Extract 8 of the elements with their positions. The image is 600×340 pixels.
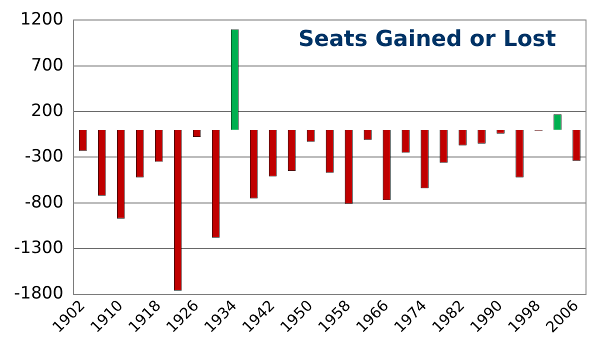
y-tick-label: -1300 bbox=[14, 238, 64, 258]
y-tick-label: 1200 bbox=[20, 10, 64, 30]
y-tick-label: -300 bbox=[24, 146, 64, 167]
y-tick-label: 200 bbox=[30, 100, 64, 121]
y-tick-label: 700 bbox=[30, 55, 64, 76]
y-tick-label: -800 bbox=[24, 192, 64, 212]
y-tick-label: -1800 bbox=[14, 284, 64, 304]
chart-title: Seats Gained or Lost bbox=[298, 26, 556, 52]
